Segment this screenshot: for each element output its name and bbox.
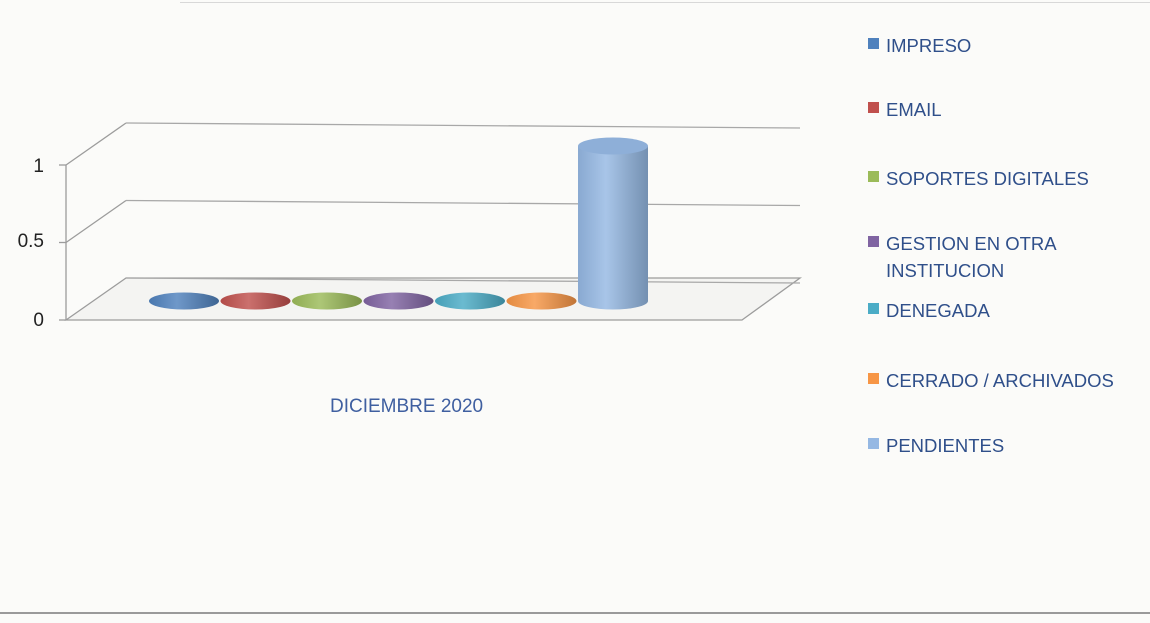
- bars: [149, 137, 648, 310]
- bar-disc: [506, 292, 577, 310]
- legend-swatch: [868, 373, 879, 384]
- legend-item-email: EMAIL: [868, 96, 1148, 123]
- y-tick-0-5: 0.5: [17, 231, 44, 252]
- legend-swatch: [868, 171, 879, 182]
- top-border: [180, 2, 1150, 3]
- legend-item-cerrado-archivados: CERRADO / ARCHIVADOS: [868, 367, 1148, 394]
- legend-label: CERRADO / ARCHIVADOS: [886, 370, 1114, 391]
- bar-pendientes: [578, 137, 648, 310]
- legend-item-soportes-digitales: SOPORTES DIGITALES: [868, 165, 1148, 192]
- legend-swatch: [868, 303, 879, 314]
- y-gridline-side: [65, 199, 127, 244]
- bar-disc: [149, 292, 219, 310]
- bar-cerrado-archivados: [506, 292, 577, 310]
- bar-email: [220, 292, 291, 310]
- bar-soportes-digitales: [292, 292, 362, 310]
- y-tick-0: 0: [33, 310, 44, 331]
- legend-label: PENDIENTES: [886, 435, 1005, 456]
- y-gridline: [125, 199, 801, 207]
- bottom-border: [0, 612, 1150, 614]
- y-tick-1: 1: [33, 156, 44, 177]
- grid: [59, 122, 803, 321]
- legend-swatch: [868, 236, 879, 247]
- y-gridline: [125, 122, 801, 129]
- legend-label: GESTION EN OTRA INSTITUCION: [886, 233, 1056, 281]
- legend-swatch: [868, 38, 879, 49]
- legend-swatch: [868, 102, 879, 113]
- y-gridline-side: [65, 122, 127, 166]
- legend-swatch: [868, 438, 879, 449]
- legend-label: DENEGADA: [886, 300, 990, 321]
- bar-disc: [363, 292, 434, 310]
- bar-top: [578, 137, 648, 155]
- bar-impreso: [149, 292, 219, 310]
- legend-item-impreso: IMPRESO: [868, 32, 1148, 59]
- bar-disc: [292, 292, 362, 310]
- legend-item-denegada: DENEGADA: [868, 297, 1148, 324]
- legend-label: SOPORTES DIGITALES: [886, 168, 1089, 189]
- legend-item-pendientes: PENDIENTES: [868, 432, 1148, 459]
- legend-label: EMAIL: [886, 99, 942, 120]
- bar-body: [578, 146, 648, 310]
- legend-item-gestion-en-otra-institucion: GESTION EN OTRA INSTITUCION: [868, 230, 1086, 284]
- bar-disc: [220, 292, 291, 310]
- bar-denegada: [435, 292, 505, 310]
- legend-label: IMPRESO: [886, 35, 972, 56]
- x-category-label: DICIEMBRE 2020: [330, 396, 484, 417]
- bar-gestion-en-otra-institucion: [363, 292, 434, 310]
- y-gridline: [125, 277, 801, 284]
- bar-disc: [435, 292, 505, 310]
